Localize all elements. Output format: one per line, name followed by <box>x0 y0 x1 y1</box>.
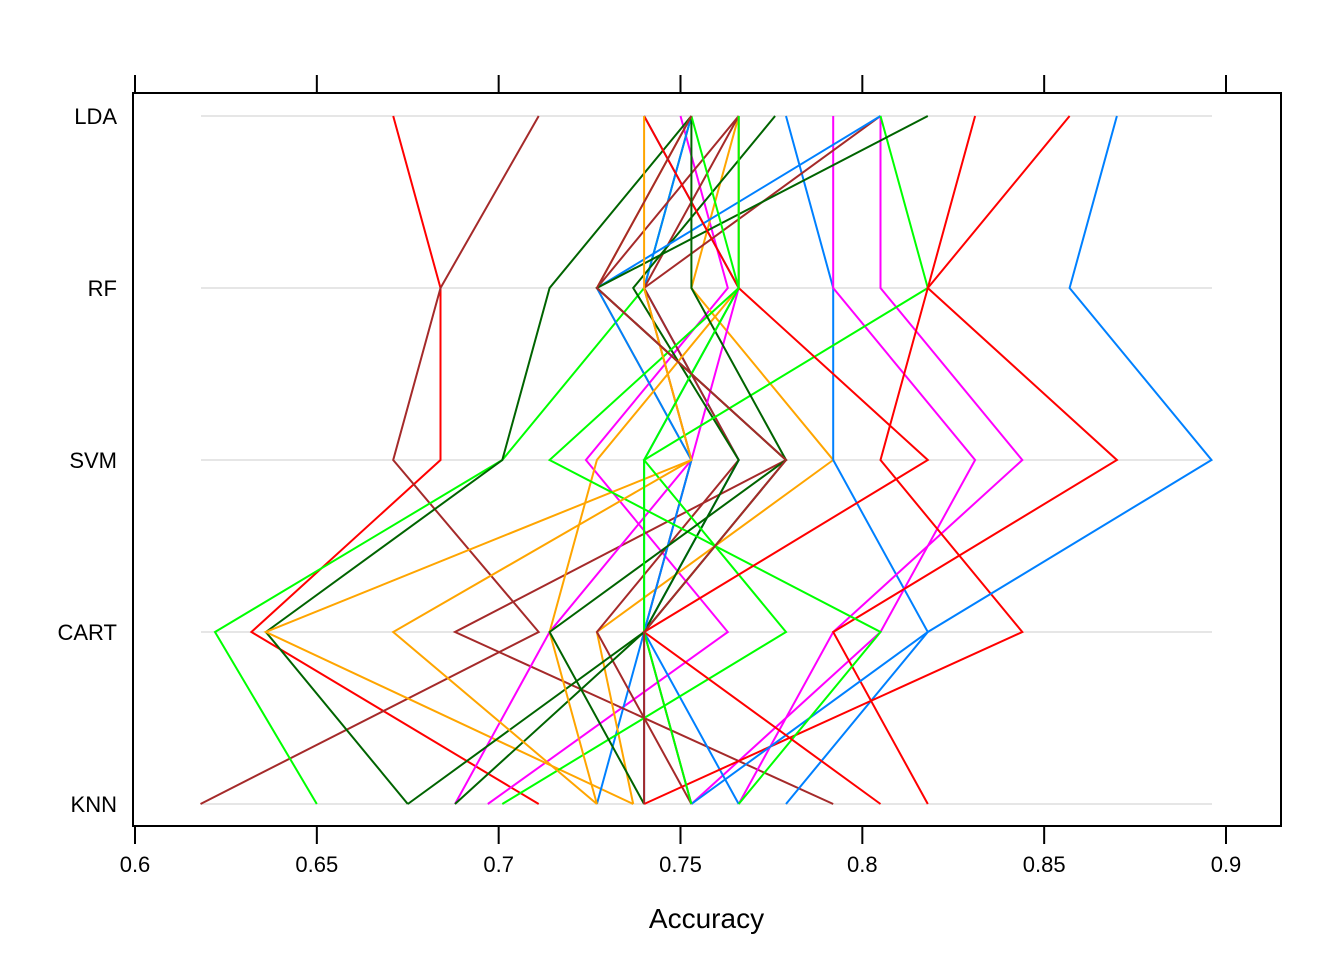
series-lines <box>200 115 1214 805</box>
series-line-22 <box>831 115 1119 805</box>
series-line-2 <box>200 115 541 805</box>
x-axis-title: Accuracy <box>649 903 764 934</box>
series-line-1 <box>249 115 540 805</box>
series-line-28 <box>391 116 693 805</box>
series-line-6 <box>264 115 693 805</box>
series-line-21 <box>643 115 1024 805</box>
plot-frame <box>132 92 1282 827</box>
x-tick-label-0.65: 0.65 <box>295 852 338 877</box>
x-tick-label-0.9: 0.9 <box>1211 852 1242 877</box>
series-line-30 <box>595 115 788 804</box>
series-line-25 <box>547 116 883 805</box>
gridlines <box>201 115 1212 805</box>
x-tick-label-0.8: 0.8 <box>847 852 878 877</box>
category-label-cart: CART <box>58 620 118 645</box>
category-label-knn: KNN <box>71 792 117 817</box>
category-label-rf: RF <box>88 276 117 301</box>
category-labels: LDA RF SVM CART KNN <box>58 104 118 817</box>
series-line-26 <box>642 115 930 805</box>
series-line-4 <box>487 115 730 805</box>
category-label-svm: SVM <box>69 448 117 473</box>
axis-ticks: 0.6 0.65 0.7 0.75 0.8 0.85 0.9 <box>120 75 1242 877</box>
series-line-15 <box>690 116 977 805</box>
x-tick-label-0.85: 0.85 <box>1023 852 1066 877</box>
series-line-17 <box>737 116 1024 805</box>
x-tick-label-0.75: 0.75 <box>659 852 702 877</box>
category-label-lda: LDA <box>74 104 117 129</box>
x-tick-label-0.7: 0.7 <box>483 852 514 877</box>
series-line-23 <box>690 115 1214 805</box>
series-line-14 <box>785 115 930 805</box>
x-tick-label-0.6: 0.6 <box>120 852 151 877</box>
series-line-29 <box>643 115 740 805</box>
